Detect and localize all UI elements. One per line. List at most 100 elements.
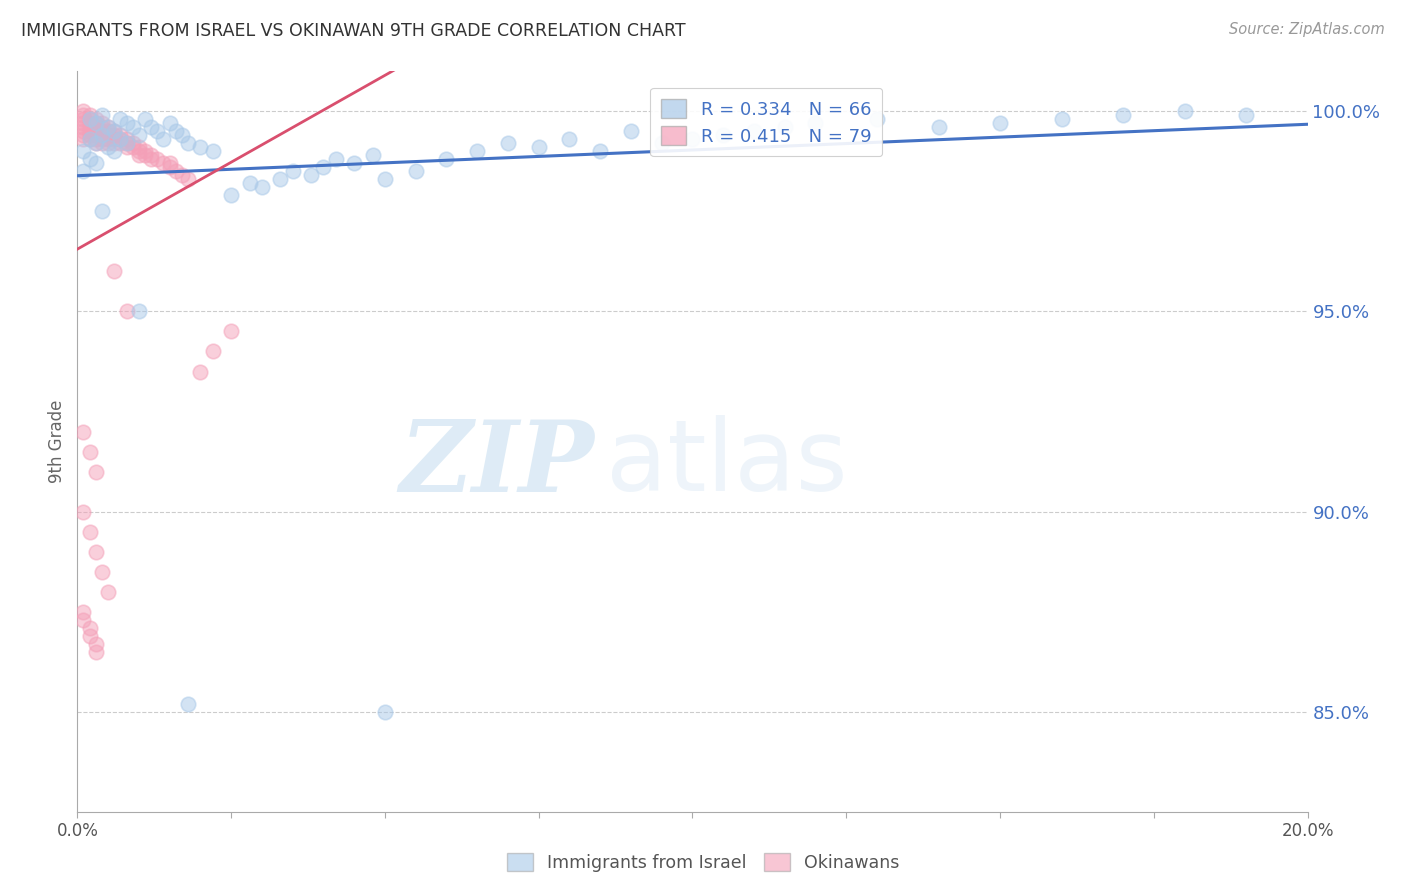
Point — [110, 112, 132, 127]
Point — [79, 629, 101, 643]
Point — [90, 132, 114, 146]
Point — [84, 544, 107, 558]
Point — [742, 124, 765, 138]
Point — [312, 161, 335, 175]
Point — [97, 136, 120, 151]
Point — [103, 145, 125, 159]
Point — [72, 505, 94, 519]
Point — [97, 132, 120, 146]
Point — [84, 645, 107, 659]
Point — [115, 136, 138, 151]
Point — [374, 172, 396, 186]
Point — [84, 465, 107, 479]
Point — [97, 124, 120, 138]
Point — [84, 116, 107, 130]
Point — [141, 120, 163, 135]
Point — [103, 264, 125, 278]
Point — [361, 148, 384, 162]
Point — [219, 325, 242, 339]
Point — [72, 613, 94, 627]
Point — [134, 145, 156, 159]
Point — [159, 161, 181, 175]
Point — [97, 140, 120, 154]
Point — [177, 172, 200, 186]
Point — [146, 153, 169, 167]
Point — [90, 565, 114, 579]
Point — [141, 148, 163, 162]
Point — [103, 128, 125, 143]
Point — [121, 120, 143, 135]
Y-axis label: 9th Grade: 9th Grade — [48, 400, 66, 483]
Point — [72, 128, 94, 143]
Point — [188, 364, 212, 378]
Point — [128, 145, 150, 159]
Point — [177, 697, 200, 711]
Point — [159, 116, 181, 130]
Point — [79, 132, 101, 146]
Point — [773, 120, 796, 135]
Point — [90, 120, 114, 135]
Text: atlas: atlas — [606, 416, 848, 512]
Point — [165, 124, 187, 138]
Point — [152, 156, 174, 170]
Point — [465, 145, 488, 159]
Point — [79, 444, 101, 458]
Point — [121, 140, 143, 154]
Point — [159, 156, 181, 170]
Point — [177, 136, 200, 151]
Point — [165, 164, 187, 178]
Point — [84, 120, 107, 135]
Point — [527, 140, 550, 154]
Point — [79, 120, 101, 135]
Point — [84, 116, 107, 130]
Point — [110, 132, 132, 146]
Point — [90, 124, 114, 138]
Point — [188, 140, 212, 154]
Point — [103, 132, 125, 146]
Point — [84, 637, 107, 651]
Point — [84, 136, 107, 151]
Point — [103, 124, 125, 138]
Point — [170, 169, 193, 183]
Point — [84, 128, 107, 143]
Point — [84, 132, 107, 146]
Point — [97, 584, 120, 599]
Point — [103, 124, 125, 138]
Point — [651, 136, 673, 151]
Point — [72, 116, 94, 130]
Point — [201, 344, 224, 359]
Point — [134, 112, 156, 127]
Point — [141, 153, 163, 167]
Point — [90, 108, 114, 122]
Point — [79, 132, 101, 146]
Legend: Immigrants from Israel, Okinawans: Immigrants from Israel, Okinawans — [501, 847, 905, 879]
Point — [90, 128, 114, 143]
Point — [115, 116, 138, 130]
Point — [201, 145, 224, 159]
Point — [79, 621, 101, 635]
Point — [110, 132, 132, 146]
Point — [988, 116, 1011, 130]
Point — [250, 180, 273, 194]
Point — [72, 108, 94, 122]
Point — [79, 128, 101, 143]
Text: Source: ZipAtlas.com: Source: ZipAtlas.com — [1229, 22, 1385, 37]
Point — [269, 172, 291, 186]
Point — [405, 164, 427, 178]
Point — [97, 120, 120, 135]
Point — [374, 705, 396, 719]
Point — [84, 136, 107, 151]
Point — [72, 124, 94, 138]
Point — [79, 108, 101, 122]
Point — [558, 132, 581, 146]
Point — [79, 524, 101, 539]
Point — [79, 112, 101, 127]
Point — [110, 128, 132, 143]
Point — [682, 132, 704, 146]
Point — [110, 136, 132, 151]
Point — [84, 156, 107, 170]
Point — [72, 164, 94, 178]
Point — [72, 104, 94, 119]
Point — [1112, 108, 1135, 122]
Text: IMMIGRANTS FROM ISRAEL VS OKINAWAN 9TH GRADE CORRELATION CHART: IMMIGRANTS FROM ISRAEL VS OKINAWAN 9TH G… — [21, 22, 686, 40]
